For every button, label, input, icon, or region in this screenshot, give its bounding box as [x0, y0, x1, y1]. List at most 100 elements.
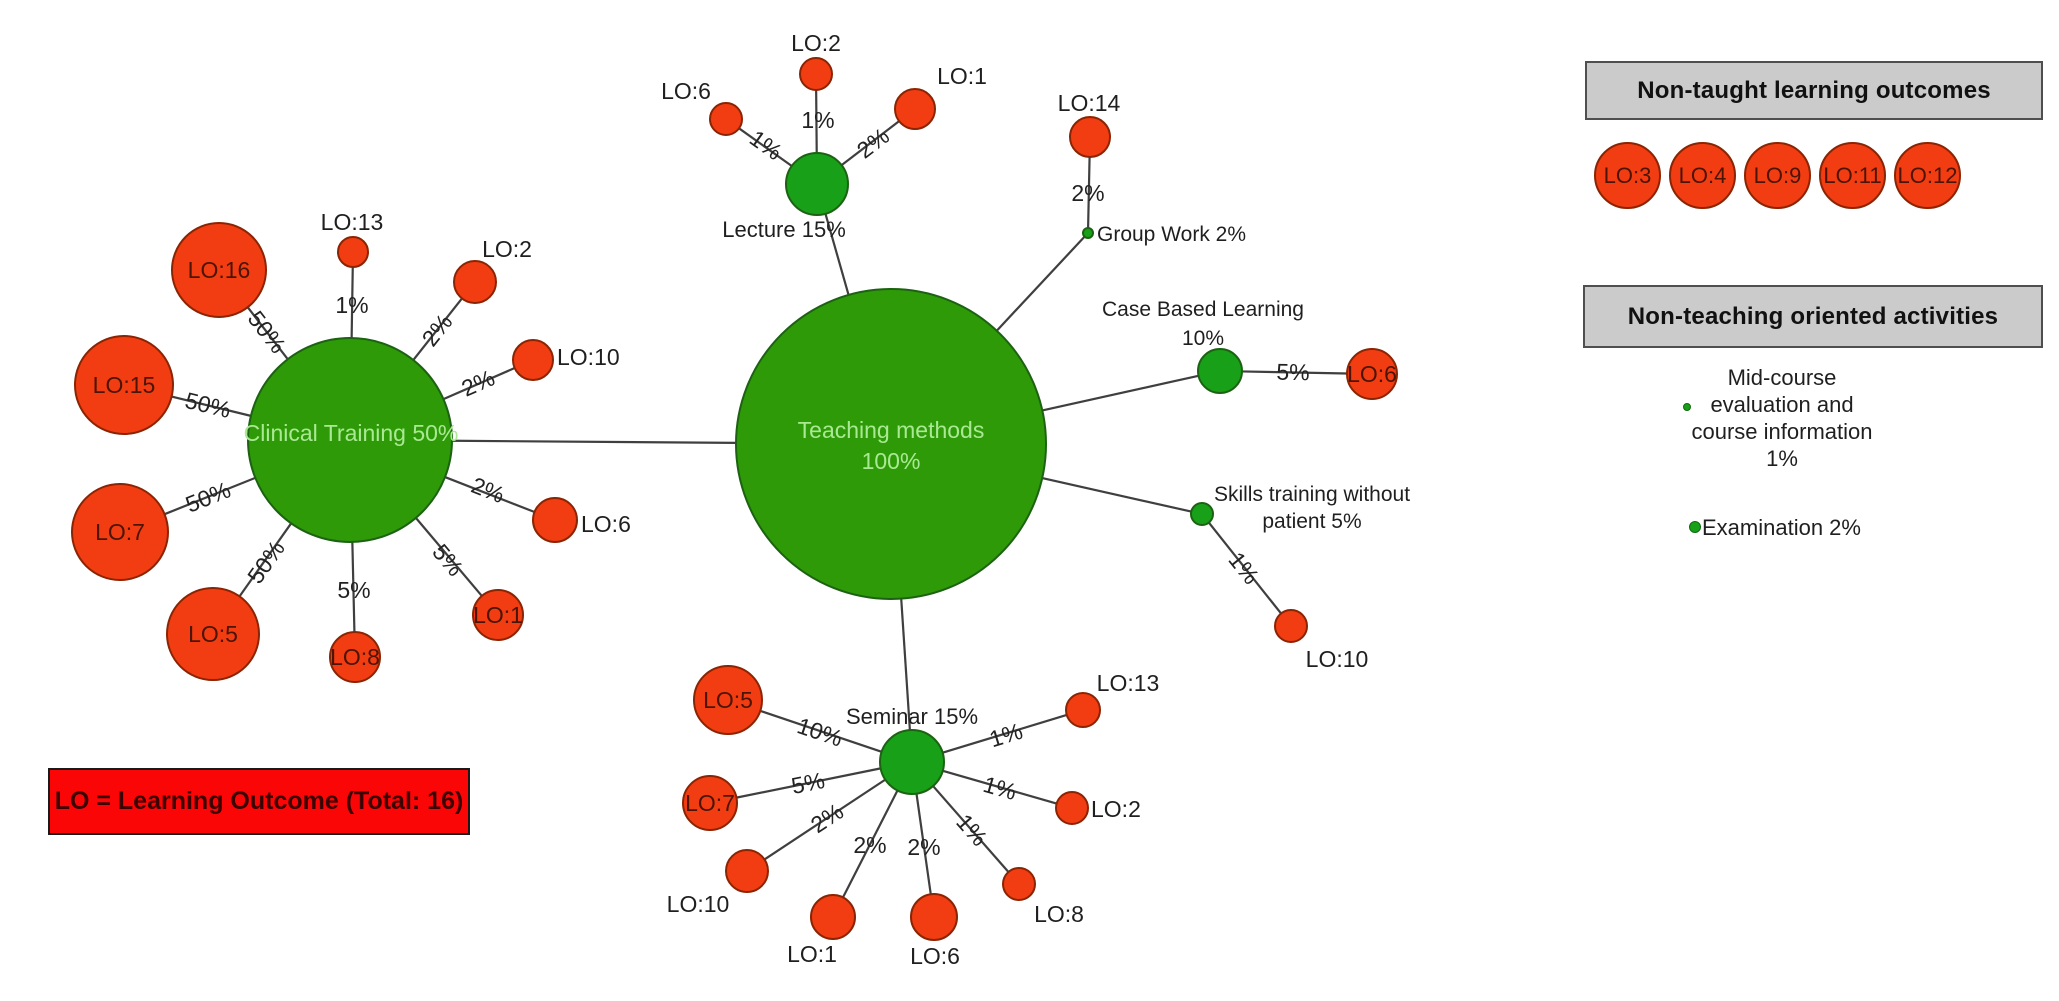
- node-label-c6: LO:6: [581, 511, 631, 537]
- edge-label-seminar-m7: 5%: [789, 767, 827, 799]
- edge-label-clinical-c7: 50%: [182, 476, 234, 517]
- edge-label-seminar-m6: 2%: [907, 834, 940, 860]
- node-c6: [532, 497, 578, 543]
- edge-label-seminar-m1: 2%: [853, 832, 886, 858]
- edge-seminar-m2: [942, 769, 1057, 805]
- node-cbl: [1197, 348, 1243, 394]
- node-label-c1: LO:1: [473, 602, 523, 628]
- edge-label-clinical-c5: 50%: [242, 536, 290, 589]
- node-teaching: [735, 288, 1047, 600]
- node-label-m2: LO:2: [1091, 796, 1141, 822]
- node-m10: [725, 849, 769, 893]
- legend-non-taught-header: Non-taught learning outcomes: [1585, 61, 2043, 120]
- non-taught-outcome-1: LO:4: [1669, 142, 1736, 209]
- edge-teaching-lecture: [824, 213, 850, 296]
- node-label-g14: LO:14: [1058, 90, 1121, 116]
- edge-seminar-m10: [763, 778, 886, 861]
- edge-teaching-skills: [1041, 476, 1192, 513]
- node-label-c7: LO:7: [95, 519, 145, 545]
- edge-label-groupwork-g14: 2%: [1071, 180, 1104, 206]
- edge-clinical-c13: [350, 266, 354, 339]
- node-b6: [1346, 348, 1398, 400]
- edge-clinical-c16: [246, 306, 289, 360]
- node-label-groupwork: Group Work 2%: [1097, 223, 1246, 246]
- node-m8: [1002, 867, 1036, 901]
- node-label-c15: LO:15: [93, 372, 156, 398]
- node-m13: [1065, 692, 1101, 728]
- node-label-m7: LO:7: [685, 790, 735, 816]
- edge-skills-s10: [1207, 521, 1282, 615]
- node-label-skills: Skills training without patient 5%: [1214, 483, 1410, 533]
- non-teaching-item-0: Mid-course evaluation and course informa…: [1691, 365, 1873, 471]
- legend-non-taught-title: Non-taught learning outcomes: [1637, 76, 1991, 104]
- edge-label-seminar-m2: 1%: [980, 771, 1019, 805]
- edge-clinical-c7: [164, 476, 256, 516]
- edge-clinical-c6: [444, 476, 535, 514]
- non-taught-outcome-2: LO:9: [1744, 142, 1811, 209]
- edge-seminar-m13: [942, 713, 1068, 754]
- edge-label-clinical-c13: 1%: [335, 292, 368, 318]
- edge-label-seminar-m5: 10%: [794, 712, 846, 751]
- non-taught-outcome-4: LO:12: [1894, 142, 1961, 209]
- node-label-s10: LO:10: [1306, 646, 1369, 672]
- edge-seminar-m6: [915, 793, 932, 895]
- node-label-clinical: Clinical Training 50%: [244, 420, 459, 446]
- edge-label-cbl-b6: 5%: [1276, 359, 1310, 386]
- edge-teaching-groupwork: [995, 235, 1086, 332]
- edge-label-seminar-m13: 1%: [986, 718, 1025, 753]
- edge-clinical-c1: [415, 517, 483, 597]
- edge-label-clinical-c6: 2%: [468, 472, 508, 508]
- node-seminar: [879, 729, 945, 795]
- node-label-m5: LO:5: [703, 687, 753, 713]
- edges-layer: [164, 89, 1348, 898]
- edge-seminar-m8: [932, 785, 1010, 873]
- node-m6: [910, 893, 958, 941]
- node-l6: [709, 102, 743, 136]
- node-m5: [693, 665, 763, 735]
- node-label-c5: LO:5: [188, 621, 238, 647]
- node-c1: [472, 589, 524, 641]
- edge-lecture-l6: [738, 127, 793, 167]
- non-teaching-dot-1: [1689, 521, 1701, 533]
- edge-lecture-l1: [840, 120, 900, 167]
- node-m7: [682, 775, 738, 831]
- node-g14: [1069, 116, 1111, 158]
- edge-clinical-c5: [238, 522, 293, 598]
- edge-label-skills-s10: 1%: [1223, 547, 1264, 589]
- edge-clinical-c2: [412, 297, 463, 361]
- node-label-seminar: Seminar 15%: [846, 704, 978, 729]
- edge-groupwork-g14: [1087, 156, 1091, 229]
- edge-label-clinical-c8: 5%: [337, 577, 370, 603]
- node-lecture: [785, 152, 849, 216]
- edge-seminar-m7: [736, 767, 881, 799]
- node-skills: [1190, 502, 1214, 526]
- edge-label-clinical-c1: 5%: [427, 539, 468, 581]
- node-label-l1: LO:1: [937, 63, 987, 89]
- node-label-m1: LO:1: [787, 941, 837, 967]
- node-c16: [171, 222, 267, 318]
- non-taught-outcome-0: LO:3: [1594, 142, 1661, 209]
- non-taught-outcome-3: LO:11: [1819, 142, 1886, 209]
- legend-non-taught-items: LO:3 LO:4 LO:9 LO:11 LO:12: [1594, 142, 1961, 209]
- node-c13: [337, 236, 369, 268]
- edge-clinical-c8: [351, 541, 356, 633]
- node-l1: [894, 88, 936, 130]
- node-label-c10: LO:10: [557, 344, 620, 370]
- node-s10: [1274, 609, 1308, 643]
- node-c8: [329, 631, 381, 683]
- edge-seminar-m5: [759, 709, 883, 753]
- node-l2: [799, 57, 833, 91]
- node-label-c16: LO:16: [188, 257, 251, 283]
- node-label-teaching: Teaching methods 100%: [798, 417, 985, 474]
- edge-teaching-seminar: [900, 598, 911, 731]
- node-m2: [1055, 791, 1089, 825]
- node-label-cbl: Case Based Learning 10%: [1102, 298, 1304, 350]
- node-labels-layer: Teaching methods 100% Clinical Training 50…: [93, 30, 1411, 969]
- legend-non-teaching-title: Non-teaching oriented activities: [1627, 302, 1999, 330]
- node-clinical: [247, 337, 453, 543]
- edge-teaching-cbl: [1042, 374, 1199, 412]
- node-label-m10: LO:10: [667, 891, 730, 917]
- edge-label-lecture-l2: 1%: [801, 107, 834, 133]
